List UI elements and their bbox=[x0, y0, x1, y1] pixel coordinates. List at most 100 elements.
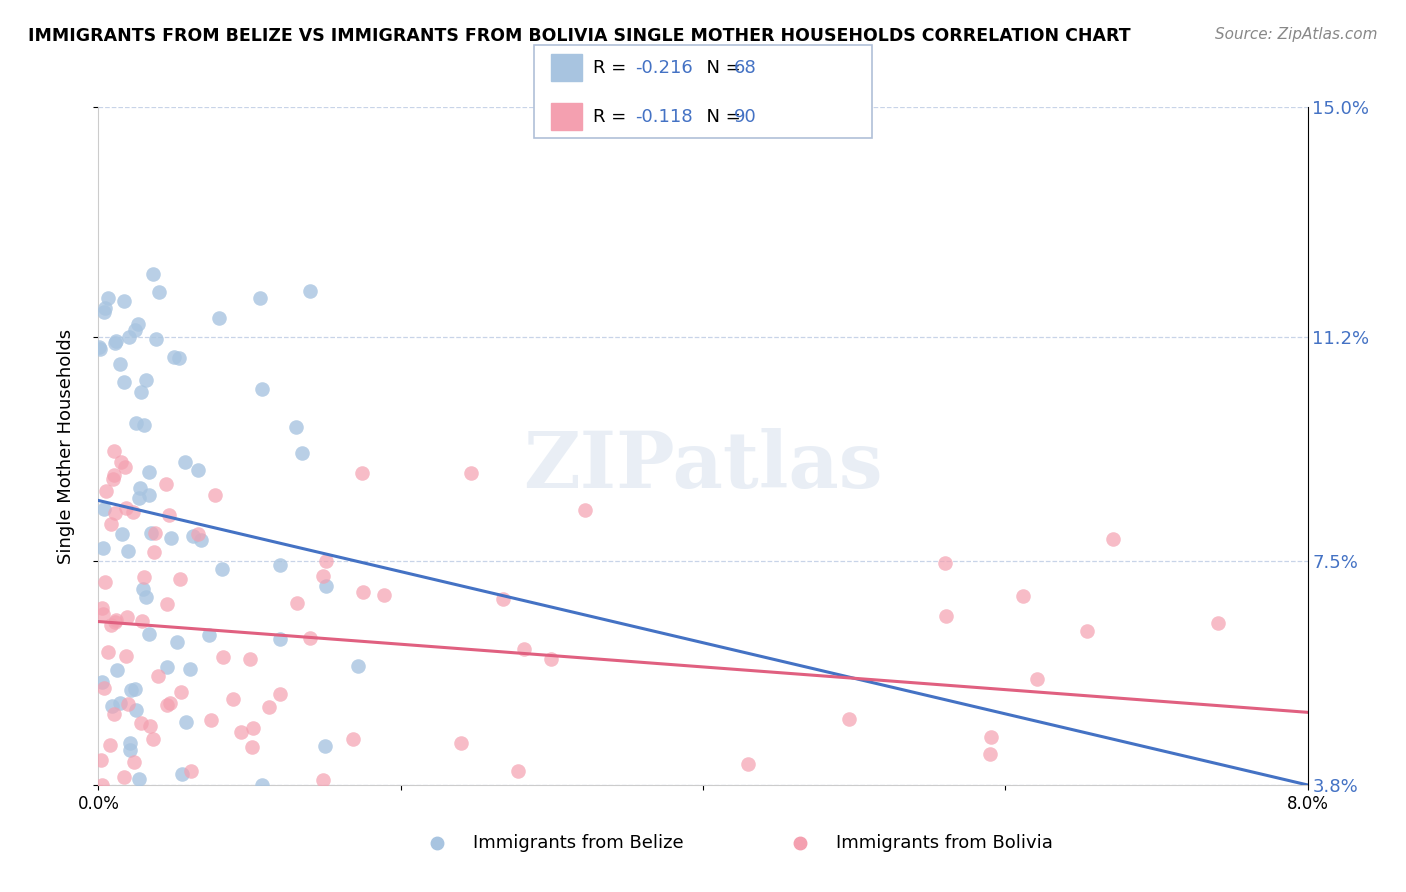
Point bbox=[91, 541, 114, 555]
Point bbox=[118, 743, 141, 757]
Point bbox=[118, 330, 141, 344]
Point bbox=[935, 608, 957, 623]
Point bbox=[112, 294, 135, 309]
Point bbox=[460, 466, 482, 480]
Point bbox=[156, 598, 179, 612]
Point bbox=[90, 753, 112, 767]
Point bbox=[87, 340, 110, 354]
Point bbox=[1076, 624, 1098, 639]
Point bbox=[373, 588, 395, 602]
Point bbox=[1039, 815, 1062, 830]
Point bbox=[160, 531, 183, 545]
Point bbox=[156, 660, 179, 674]
Point bbox=[737, 757, 759, 772]
Text: R =: R = bbox=[593, 59, 633, 77]
Point bbox=[124, 682, 146, 697]
Point bbox=[574, 503, 596, 517]
Point bbox=[103, 444, 125, 458]
Point bbox=[156, 792, 179, 806]
Point bbox=[125, 702, 148, 716]
Point bbox=[450, 736, 472, 750]
Point bbox=[117, 544, 139, 558]
Point bbox=[299, 632, 322, 646]
Point bbox=[115, 501, 138, 516]
Point bbox=[103, 706, 125, 721]
Text: Source: ZipAtlas.com: Source: ZipAtlas.com bbox=[1215, 27, 1378, 42]
Point bbox=[100, 517, 122, 532]
Point bbox=[131, 385, 153, 400]
Point bbox=[135, 373, 157, 387]
Point bbox=[823, 826, 845, 840]
Point bbox=[291, 446, 314, 460]
Point bbox=[200, 713, 222, 727]
Y-axis label: Single Mother Households: Single Mother Households bbox=[56, 328, 75, 564]
Point bbox=[101, 472, 124, 486]
Point bbox=[1025, 672, 1047, 686]
Text: 90: 90 bbox=[734, 108, 756, 126]
Point bbox=[129, 481, 152, 495]
Point bbox=[513, 642, 536, 657]
Point bbox=[97, 645, 120, 659]
Point bbox=[138, 465, 160, 479]
Point bbox=[148, 668, 170, 682]
Point bbox=[128, 491, 150, 505]
Point bbox=[125, 416, 148, 430]
Point bbox=[120, 735, 142, 749]
Point bbox=[128, 772, 150, 786]
Point bbox=[105, 663, 128, 677]
Point bbox=[156, 698, 179, 712]
Point bbox=[104, 506, 127, 520]
Text: Immigrants from Belize: Immigrants from Belize bbox=[474, 834, 683, 852]
Point bbox=[492, 592, 515, 607]
Text: -0.216: -0.216 bbox=[636, 59, 693, 77]
Point bbox=[89, 343, 111, 357]
Point bbox=[93, 305, 115, 319]
Point bbox=[1101, 532, 1123, 546]
Point bbox=[979, 747, 1001, 761]
Point bbox=[250, 382, 273, 396]
Point bbox=[315, 579, 337, 593]
Point bbox=[96, 484, 118, 499]
Point bbox=[124, 323, 146, 337]
Point bbox=[122, 756, 145, 770]
Point bbox=[105, 613, 128, 627]
Point bbox=[139, 526, 162, 541]
Point bbox=[138, 487, 160, 501]
Point bbox=[249, 291, 271, 305]
Point bbox=[198, 628, 221, 642]
Point bbox=[98, 739, 121, 753]
Point bbox=[315, 554, 337, 568]
Point bbox=[91, 600, 114, 615]
Text: R =: R = bbox=[593, 108, 633, 126]
Point bbox=[138, 627, 160, 641]
Point bbox=[94, 575, 117, 590]
Point bbox=[181, 529, 204, 543]
Point bbox=[174, 714, 197, 729]
Point bbox=[980, 730, 1002, 744]
Point bbox=[159, 696, 181, 710]
Point bbox=[173, 455, 195, 469]
Point bbox=[162, 350, 184, 364]
Point bbox=[1206, 615, 1229, 630]
Point bbox=[101, 699, 124, 714]
Point bbox=[269, 558, 291, 572]
Point bbox=[662, 789, 685, 804]
Point bbox=[142, 732, 165, 747]
Point bbox=[187, 527, 209, 541]
Point bbox=[911, 825, 934, 839]
Text: N =: N = bbox=[695, 59, 747, 77]
Point bbox=[934, 557, 956, 571]
Point bbox=[250, 778, 273, 792]
Point bbox=[269, 687, 291, 701]
Point bbox=[90, 778, 112, 792]
Point bbox=[1011, 589, 1033, 603]
Point bbox=[114, 649, 136, 664]
Point bbox=[139, 719, 162, 733]
Point bbox=[114, 770, 136, 784]
Point bbox=[93, 502, 115, 516]
Point bbox=[174, 800, 197, 814]
Point bbox=[131, 582, 153, 596]
Point bbox=[134, 569, 156, 583]
Point bbox=[141, 267, 163, 281]
Point bbox=[135, 590, 157, 604]
